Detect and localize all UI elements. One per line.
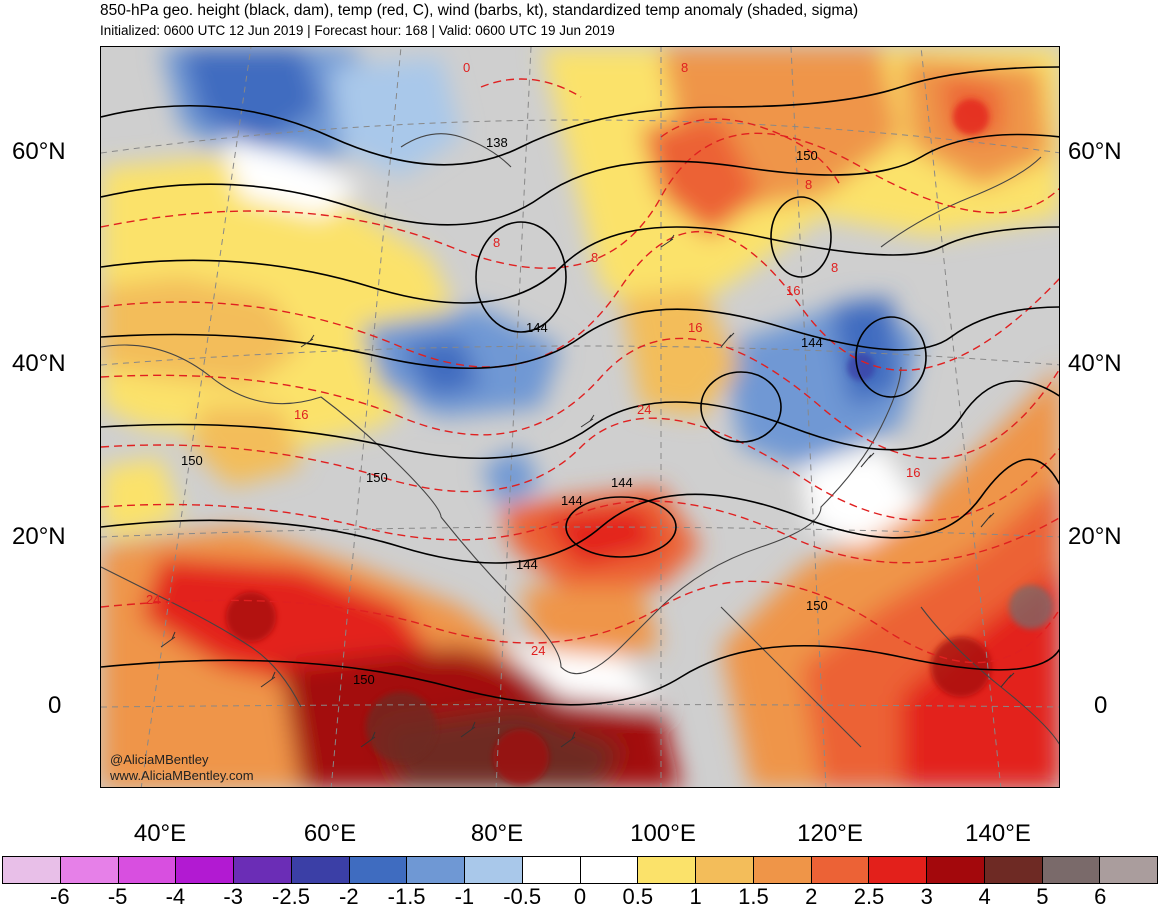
colorbar-label: -1 xyxy=(454,884,475,909)
colorbar-box xyxy=(696,857,754,883)
colorbar-label: 0.5 xyxy=(622,884,654,909)
colorbar-box xyxy=(291,857,350,883)
height-label-150-e: 150 xyxy=(353,672,375,687)
weather-map: 138 144 144 144 144 144 150 150 150 150 … xyxy=(100,46,1060,788)
colorbar-box xyxy=(349,857,408,883)
lon-label-60e: 60°E xyxy=(303,820,357,847)
lat-label-20n-left: 20°N xyxy=(12,523,66,550)
height-label-144-c: 144 xyxy=(561,493,583,508)
colorbar-box xyxy=(1100,857,1157,883)
height-label-138-a: 138 xyxy=(486,135,508,150)
colorbar-box xyxy=(753,857,812,883)
temp-label-8-b: 8 xyxy=(493,235,500,250)
colorbar-label: -3 xyxy=(223,884,243,909)
height-label-150-b: 150 xyxy=(181,453,203,468)
temp-label-16-d: 16 xyxy=(906,465,920,480)
colorbar-label: 4 xyxy=(978,884,991,909)
colorbar-label: -4 xyxy=(165,884,186,909)
credit-website: www.AliciaMBentley.com xyxy=(110,768,254,783)
temp-label-24-c: 24 xyxy=(531,643,545,658)
lon-label-140e: 140°E xyxy=(965,820,1031,847)
colorbar-box xyxy=(3,857,61,883)
lat-label-60n-right: 60°N xyxy=(1068,138,1122,165)
graticule xyxy=(101,47,1059,787)
height-labels: 138 144 144 144 144 144 150 150 150 150 … xyxy=(181,135,828,687)
temp-label-0: 0 xyxy=(463,60,470,75)
colorbar-label: 2 xyxy=(805,884,818,909)
height-label-144-a: 144 xyxy=(526,320,548,335)
height-label-150-c: 150 xyxy=(366,470,388,485)
colorbar-label: 1 xyxy=(689,884,702,909)
lat-label-0-left: 0 xyxy=(48,692,62,719)
colorbar xyxy=(2,856,1158,884)
temp-label-24-b: 24 xyxy=(146,592,160,607)
lon-label-100e: 100°E xyxy=(630,820,696,847)
colorbar-box xyxy=(927,857,985,883)
colorbar-box xyxy=(522,857,581,883)
colorbar-label: 2.5 xyxy=(853,884,885,909)
colorbar-box xyxy=(465,857,523,883)
colorbar-box xyxy=(176,857,234,883)
temp-label-16-c: 16 xyxy=(294,407,308,422)
lat-label-40n-right: 40°N xyxy=(1068,350,1122,377)
colorbar-label: -6 xyxy=(50,884,70,909)
colorbar-box xyxy=(638,857,696,883)
colorbar-box xyxy=(811,857,870,883)
height-label-144-d: 144 xyxy=(611,475,633,490)
lon-label-80e: 80°E xyxy=(470,820,524,847)
temperature-contours xyxy=(101,78,1059,664)
colorbar-box xyxy=(580,857,639,883)
colorbar-box xyxy=(869,857,927,883)
figure-subtitle: Initialized: 0600 UTC 12 Jun 2019 | Fore… xyxy=(100,23,615,38)
colorbar-box xyxy=(60,857,119,883)
lat-label-0-right: 0 xyxy=(1094,692,1108,719)
temp-label-16-a: 16 xyxy=(786,283,800,298)
height-label-144-b: 144 xyxy=(801,335,823,350)
height-label-150-a: 150 xyxy=(796,148,818,163)
lat-label-20n-right: 20°N xyxy=(1068,523,1122,550)
temp-label-8-e: 8 xyxy=(805,177,812,192)
colorbar-label: 0 xyxy=(573,884,587,909)
coastlines xyxy=(101,133,1059,748)
figure-title: 850-hPa geo. height (black, dam), temp (… xyxy=(100,2,859,19)
colorbar-label: 3 xyxy=(920,884,933,909)
temp-label-16-b: 16 xyxy=(688,320,702,335)
colorbar-label: 6 xyxy=(1094,884,1107,909)
map-canvas: 138 144 144 144 144 144 150 150 150 150 … xyxy=(101,47,1059,787)
height-contours xyxy=(101,66,1059,706)
colorbar-label: 5 xyxy=(1036,884,1049,909)
colorbar-label: 1.5 xyxy=(738,884,769,909)
lon-label-40e: 40°E xyxy=(133,820,187,847)
lat-label-60n-left: 60°N xyxy=(12,138,66,165)
colorbar-box xyxy=(1042,857,1101,883)
colorbar-box xyxy=(407,857,465,883)
temp-label-8-a: 8 xyxy=(681,60,688,75)
colorbar-box xyxy=(118,857,177,883)
height-label-144-e: 144 xyxy=(516,557,538,572)
colorbar-label: -2.5 xyxy=(272,884,310,909)
credit-handle: @AliciaMBentley xyxy=(110,752,209,767)
temperature-labels: 0 8 8 8 8 16 16 16 24 24 24 8 16 xyxy=(146,60,920,658)
colorbar-label: -0.5 xyxy=(503,884,542,909)
colorbar-label: -5 xyxy=(107,884,128,909)
wind-barbs xyxy=(160,234,1015,748)
anomaly-shading xyxy=(101,47,1059,787)
colorbar-box xyxy=(234,857,292,883)
height-label-150-d: 150 xyxy=(806,598,828,613)
colorbar-label: -1.5 xyxy=(387,884,426,909)
lon-label-120e: 120°E xyxy=(797,820,863,847)
temp-label-8-d: 8 xyxy=(831,260,838,275)
colorbar-label: -2 xyxy=(339,884,359,909)
colorbar-box xyxy=(984,857,1043,883)
lat-label-40n-left: 40°N xyxy=(12,350,66,377)
anomaly-detail xyxy=(226,99,1053,785)
temp-label-24-a: 24 xyxy=(637,402,651,417)
temp-label-8-c: 8 xyxy=(591,250,598,265)
